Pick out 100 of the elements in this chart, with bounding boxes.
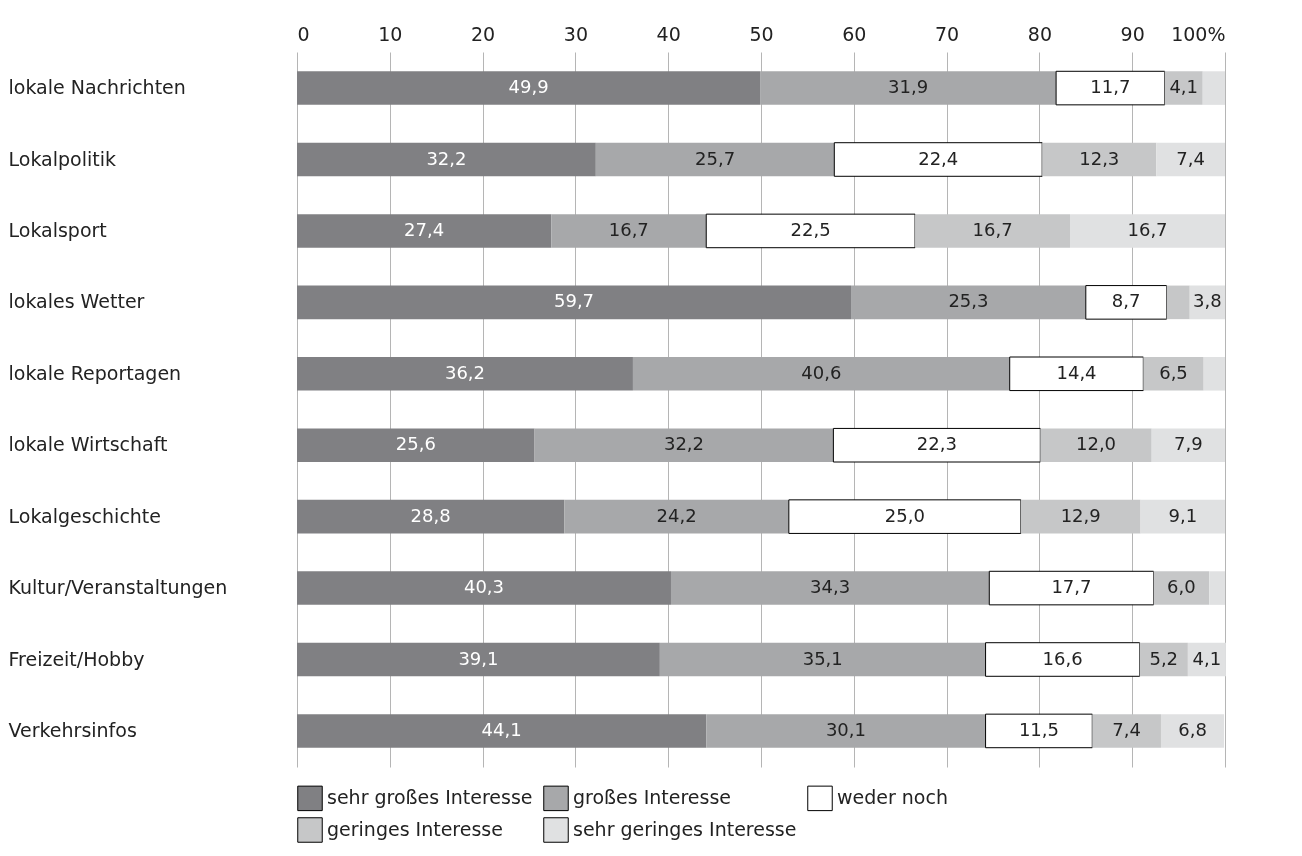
data-label: 12,0 bbox=[1075, 433, 1117, 455]
data-label: 12,9 bbox=[1060, 504, 1101, 526]
data-label: 44,1 bbox=[481, 718, 522, 740]
data-label: 4,1 bbox=[1192, 647, 1222, 669]
bar bbox=[1055, 70, 1166, 106]
bar bbox=[706, 714, 986, 748]
y-tick-label: lokale Nachrichten bbox=[8, 76, 186, 99]
bar bbox=[832, 427, 1041, 463]
legend-label: großes Interesse bbox=[573, 786, 732, 809]
bar bbox=[1092, 714, 1161, 748]
data-label: 11,5 bbox=[1018, 718, 1059, 740]
bar bbox=[1085, 285, 1168, 320]
bar bbox=[1156, 142, 1225, 177]
x-tick-label: 20 bbox=[471, 22, 496, 45]
bar bbox=[297, 214, 552, 248]
bar bbox=[297, 428, 535, 462]
bar bbox=[297, 357, 633, 391]
data-label: 40,3 bbox=[463, 576, 505, 598]
y-tick-label: lokale Wirtschaft bbox=[8, 433, 168, 456]
y-tick-label: lokale Reportagen bbox=[8, 361, 182, 384]
x-tick-label: 100% bbox=[1171, 22, 1226, 45]
data-label: 32,2 bbox=[663, 433, 705, 455]
bar bbox=[1151, 428, 1225, 462]
legend-label: geringes Interesse bbox=[327, 818, 503, 840]
bar bbox=[659, 642, 986, 677]
data-label: 22,5 bbox=[790, 218, 831, 240]
data-label: 8,7 bbox=[1111, 290, 1141, 312]
data-label: 35,1 bbox=[802, 647, 843, 669]
bar bbox=[1143, 357, 1204, 391]
bar bbox=[1042, 142, 1157, 177]
bar bbox=[1166, 285, 1190, 320]
data-label: 34,3 bbox=[810, 576, 851, 598]
x-tick-label: 90 bbox=[1120, 22, 1145, 45]
x-tick-label: 40 bbox=[656, 22, 681, 45]
data-label: 14,4 bbox=[1056, 361, 1097, 383]
bar bbox=[1020, 499, 1141, 534]
y-tick-label: lokales Wetter bbox=[8, 290, 145, 313]
data-label: 49,9 bbox=[508, 76, 549, 98]
legend-label: sehr großes Interesse bbox=[327, 786, 533, 809]
bar bbox=[1209, 571, 1225, 605]
bar bbox=[297, 571, 671, 605]
y-tick-label: Lokalpolitik bbox=[8, 147, 116, 170]
data-label: 7,4 bbox=[1176, 147, 1205, 169]
data-label: 30,1 bbox=[825, 718, 866, 740]
data-label: 25,0 bbox=[884, 504, 925, 526]
bar bbox=[1140, 499, 1225, 534]
x-tick-label: 80 bbox=[1027, 22, 1052, 45]
x-tick-label: 0 bbox=[297, 22, 310, 45]
data-label: 17,7 bbox=[1051, 576, 1092, 598]
bar bbox=[1202, 71, 1225, 105]
bar bbox=[1153, 571, 1210, 605]
bar bbox=[1009, 356, 1144, 392]
data-label: 16,7 bbox=[972, 218, 1013, 240]
y-tick-label: Kultur/Veranstaltungen bbox=[8, 576, 228, 599]
bar bbox=[534, 428, 834, 462]
x-tick-label: 70 bbox=[935, 22, 960, 45]
data-label: 27,4 bbox=[404, 218, 445, 240]
data-label: 6,5 bbox=[1159, 361, 1188, 383]
bar bbox=[297, 642, 660, 677]
bar bbox=[1160, 714, 1225, 748]
legend-label: sehr geringes Interesse bbox=[573, 818, 797, 840]
data-label: 40,6 bbox=[801, 361, 842, 383]
data-label: 16,7 bbox=[1127, 218, 1168, 240]
data-label: 25,3 bbox=[948, 290, 989, 312]
bar bbox=[551, 214, 707, 248]
bar bbox=[632, 357, 1010, 391]
data-label: 36,2 bbox=[444, 361, 486, 383]
data-label: 22,3 bbox=[916, 433, 957, 455]
data-label: 28,8 bbox=[410, 504, 451, 526]
data-label: 11,7 bbox=[1090, 76, 1131, 98]
y-tick-label: Freizeit/Hobby bbox=[8, 647, 145, 670]
bar bbox=[788, 499, 1022, 534]
legend-label: weder noch bbox=[837, 786, 948, 809]
data-label: 25,6 bbox=[395, 433, 436, 455]
x-tick-label: 30 bbox=[563, 22, 588, 45]
data-label: 59,7 bbox=[553, 290, 595, 312]
bar bbox=[985, 713, 1093, 749]
data-label: 4,1 bbox=[1169, 76, 1199, 98]
data-label: 32,2 bbox=[426, 147, 467, 169]
bar bbox=[851, 285, 1086, 320]
bar bbox=[915, 214, 1071, 248]
data-label: 9,1 bbox=[1168, 504, 1198, 526]
data-label: 5,2 bbox=[1149, 647, 1179, 669]
bar bbox=[297, 499, 565, 534]
data-label: 16,7 bbox=[608, 218, 649, 240]
bar bbox=[297, 285, 852, 320]
bar bbox=[1070, 214, 1225, 248]
bar bbox=[297, 142, 596, 177]
bar bbox=[297, 71, 761, 105]
data-label: 7,9 bbox=[1174, 433, 1203, 455]
bar bbox=[595, 142, 835, 177]
bar bbox=[1203, 357, 1225, 391]
data-label: 6,0 bbox=[1167, 576, 1196, 598]
data-label: 16,6 bbox=[1042, 647, 1083, 669]
data-label: 31,9 bbox=[888, 76, 929, 98]
bar bbox=[833, 142, 1043, 177]
bar bbox=[670, 571, 990, 605]
data-label: 7,4 bbox=[1112, 718, 1141, 740]
y-tick-label: Lokalsport bbox=[8, 218, 107, 241]
bar bbox=[985, 642, 1141, 677]
